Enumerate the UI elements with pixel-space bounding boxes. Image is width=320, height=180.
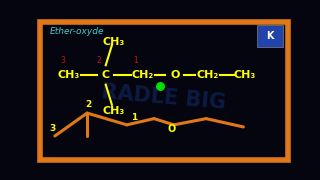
Text: O: O: [167, 124, 176, 134]
Text: K: K: [266, 31, 274, 41]
Text: 2: 2: [96, 56, 101, 65]
Text: CH₂: CH₂: [196, 70, 219, 80]
Text: 2: 2: [85, 100, 92, 109]
Text: CH₃: CH₃: [102, 106, 124, 116]
Text: CH₃: CH₃: [102, 37, 124, 47]
Text: CH₃: CH₃: [57, 70, 80, 80]
Text: CH₂: CH₂: [132, 70, 154, 80]
Text: 1: 1: [131, 113, 137, 122]
Text: Ether-oxyde: Ether-oxyde: [50, 27, 104, 36]
Text: 1: 1: [133, 56, 138, 65]
Text: 3: 3: [60, 56, 65, 65]
Text: CH₃: CH₃: [234, 70, 256, 80]
Text: C: C: [102, 70, 110, 80]
Text: RADLE BIG: RADLE BIG: [101, 82, 227, 113]
Text: 3: 3: [49, 124, 56, 133]
Text: O: O: [171, 70, 180, 80]
Bar: [257, 25, 283, 47]
